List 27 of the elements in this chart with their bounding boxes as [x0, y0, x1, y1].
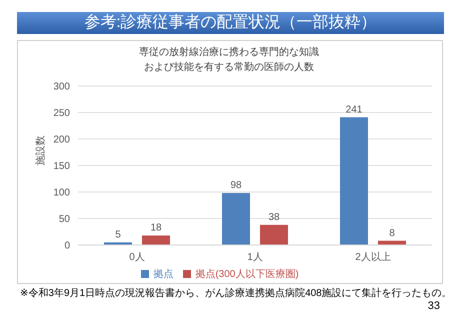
chart-subtitle: 専従の放射線治療に携わる専門的な知識および技能を有する常勤の医師の人数: [139, 46, 319, 75]
y-tick-label: 150: [53, 161, 70, 172]
y-tick-label: 0: [64, 240, 70, 252]
chart-title: 参考:診療従事者の配置状況（一部抜粋）: [17, 12, 444, 34]
x-tick-label: 0人: [129, 252, 145, 264]
text: ※令和3年9月1日時点の現況報告書から、がん診療連携拠点病院408施設にて集計を行ったもの。: [20, 286, 452, 300]
y-tick-label: 100: [53, 188, 70, 199]
y-tick-label: 50: [58, 214, 70, 226]
text: 33: [428, 300, 440, 312]
data-label: 8: [389, 228, 396, 239]
data-label: 5: [115, 229, 122, 240]
legend-label: 拠点: [153, 269, 174, 280]
data-label: 241: [346, 104, 363, 116]
y-tick-label: 250: [53, 108, 70, 120]
bar: [142, 235, 170, 245]
x-tick-label: 1人: [247, 252, 263, 264]
legend-label: 拠点(300人以下医療圏): [195, 269, 299, 280]
bar: [260, 224, 288, 245]
y-tick-label: 200: [53, 134, 70, 146]
y-axis-title: 施設数: [34, 136, 47, 166]
y-tick-label: 300: [53, 82, 70, 93]
bar: [222, 193, 250, 245]
x-tick-label: 2人以上: [355, 251, 391, 264]
bar: [340, 117, 368, 245]
data-label: 38: [268, 212, 280, 223]
data-label: 18: [150, 222, 162, 234]
data-label: 98: [230, 180, 242, 192]
